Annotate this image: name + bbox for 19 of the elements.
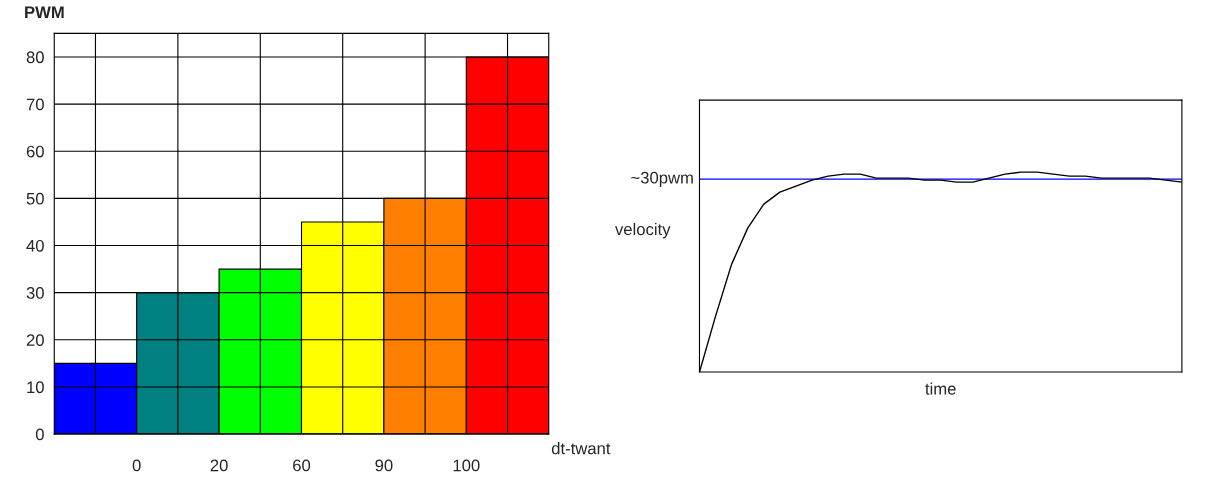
text: 60 xyxy=(293,459,311,472)
y-tick-label: 0 xyxy=(35,428,44,441)
y-axis-title: PWM xyxy=(25,6,64,18)
y-tick-label: 70 xyxy=(26,98,44,111)
text: 100 xyxy=(453,459,480,472)
x-axis-title: dt-twant xyxy=(551,442,611,455)
text: 20 xyxy=(210,459,228,472)
y-tick-label: 80 xyxy=(26,51,44,64)
y-tick-label: 40 xyxy=(26,239,44,252)
x-axis-title: time xyxy=(925,382,956,395)
y-tick-label: 10 xyxy=(27,381,44,394)
y-tick-label: 60 xyxy=(26,145,44,158)
y-tick-label: 50 xyxy=(26,192,44,205)
y-tick-label: 30 xyxy=(26,287,44,299)
y-axis-title: velocity xyxy=(615,222,671,239)
text: 90 xyxy=(375,459,393,472)
ref-line-label: ~30pwm xyxy=(631,171,693,187)
y-tick-label: 20 xyxy=(26,334,44,346)
text: 0 xyxy=(132,459,141,472)
